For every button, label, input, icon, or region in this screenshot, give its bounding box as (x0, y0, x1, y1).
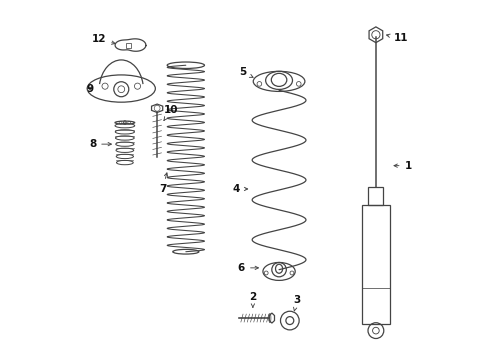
Text: 2: 2 (249, 292, 256, 307)
Text: 12: 12 (92, 35, 115, 44)
Text: 4: 4 (232, 184, 247, 194)
Text: 3: 3 (294, 295, 301, 311)
Text: 5: 5 (240, 67, 253, 77)
Text: 1: 1 (394, 161, 412, 171)
Text: 7: 7 (159, 173, 168, 194)
Text: 6: 6 (238, 263, 258, 273)
Text: 10: 10 (164, 105, 179, 120)
Bar (368, 187, 383, 204)
Text: 8: 8 (89, 139, 111, 149)
Text: 11: 11 (387, 33, 408, 43)
Text: 9: 9 (87, 84, 94, 94)
Bar (125, 43, 131, 48)
Bar (362, 204, 390, 324)
